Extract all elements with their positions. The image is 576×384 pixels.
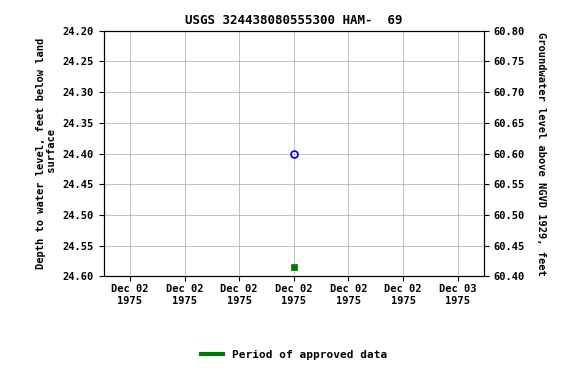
Title: USGS 324438080555300 HAM-  69: USGS 324438080555300 HAM- 69 (185, 14, 403, 27)
Y-axis label: Groundwater level above NGVD 1929, feet: Groundwater level above NGVD 1929, feet (536, 32, 546, 275)
Y-axis label: Depth to water level, feet below land
 surface: Depth to water level, feet below land su… (36, 38, 57, 269)
Legend: Period of approved data: Period of approved data (196, 345, 391, 364)
